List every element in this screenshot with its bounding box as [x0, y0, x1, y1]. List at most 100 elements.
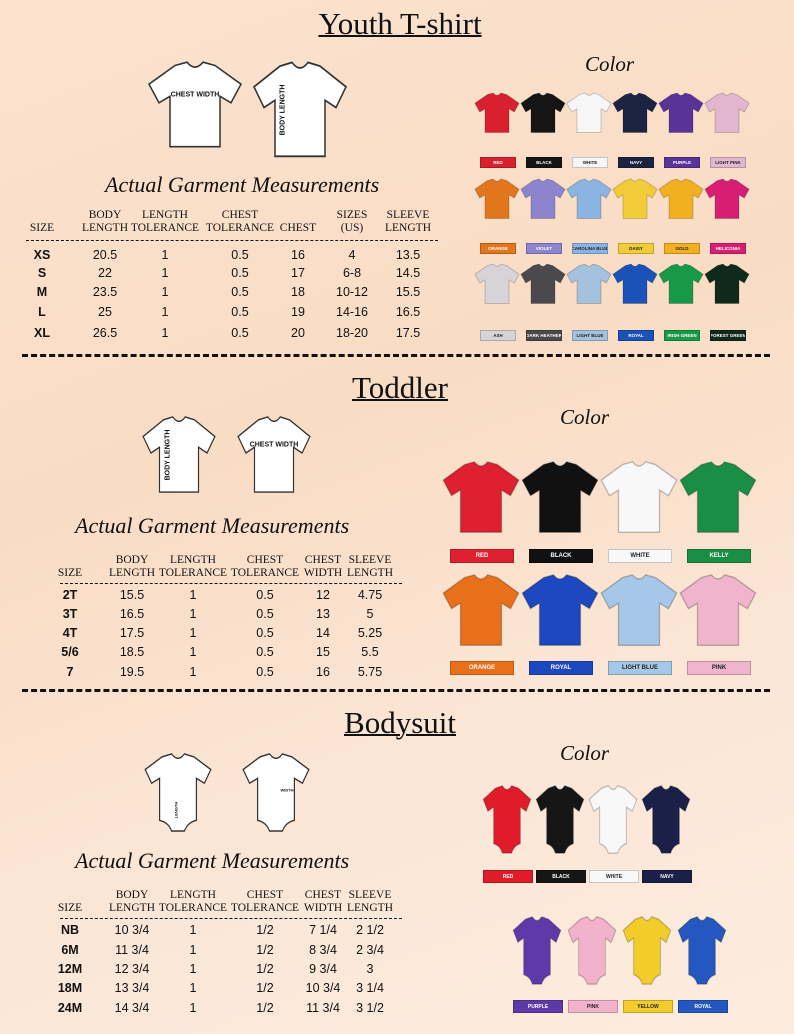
- size-cell: 3T: [62, 607, 78, 621]
- garment-shape: [704, 92, 750, 133]
- table-cell: 11 3/4: [115, 943, 149, 957]
- table-cell: 0.5: [256, 665, 274, 679]
- color-swatch: [679, 461, 757, 533]
- table-cell: 1: [161, 285, 169, 299]
- size-cell: S: [37, 266, 47, 280]
- table-cell: 0.5: [231, 266, 249, 280]
- measurements-heading: Actual Garment Measurements: [75, 848, 350, 873]
- color-swatch: [520, 92, 566, 133]
- table-cell: 15.5: [395, 285, 421, 299]
- size-cell: XS: [33, 248, 51, 262]
- table-cell: 1/2: [256, 1001, 274, 1015]
- color-swatch: [641, 784, 691, 854]
- table-header: BODY LENGTH: [109, 889, 156, 914]
- color-swatch: [600, 461, 678, 533]
- table-cell: 19: [291, 305, 305, 319]
- size-cell: XL: [34, 326, 50, 340]
- color-swatch: [442, 574, 520, 646]
- diagram-garment: [147, 61, 243, 148]
- garment-shape: [252, 61, 348, 158]
- color-swatch: [442, 461, 520, 533]
- color-label: WHITE: [589, 870, 639, 883]
- table-cell: 5.25: [357, 626, 383, 640]
- color-label: RED: [480, 157, 516, 168]
- color-label: FOREST GREEN: [710, 330, 746, 341]
- color-label: PINK: [568, 1000, 618, 1013]
- color-label: ORANGE: [450, 661, 514, 675]
- table-cell: 0.5: [231, 248, 249, 262]
- table-cell: 1: [189, 962, 197, 976]
- color-swatch: [474, 263, 520, 304]
- measurements-heading: Actual Garment Measurements: [105, 172, 380, 197]
- color-label: BLACK: [536, 870, 586, 883]
- table-cell: 14.5: [395, 266, 421, 280]
- size-cell: 5/6: [61, 645, 79, 659]
- color-label: HELICONIA: [710, 243, 746, 254]
- table-cell: 6-8: [342, 266, 362, 280]
- garment-shape: [144, 753, 212, 832]
- color-heading: Color: [585, 52, 635, 76]
- table-cell: 0.5: [256, 588, 274, 602]
- diagram-garment: [144, 753, 212, 832]
- table-header: CHEST TOLERANCE: [205, 209, 275, 234]
- table-cell: 16.5: [395, 305, 421, 319]
- garment-shape: [600, 461, 678, 533]
- garment-shape: [566, 263, 612, 304]
- color-heading: Color: [560, 405, 610, 429]
- color-label: RED: [483, 870, 533, 883]
- table-cell: 22: [98, 266, 112, 280]
- table-cell: 20: [291, 326, 305, 340]
- table-cell: 7 1/4: [309, 923, 337, 937]
- table-cell: 17.5: [395, 326, 421, 340]
- table-cell: 18-20: [336, 326, 368, 340]
- color-label: GOLD: [664, 243, 700, 254]
- color-label: BLACK: [526, 157, 562, 168]
- table-cell: 14 3/4: [114, 1001, 150, 1015]
- diagram-garment: [237, 416, 311, 493]
- table-cell: 1: [161, 266, 169, 280]
- color-swatch: [474, 92, 520, 133]
- table-cell: 15.5: [119, 588, 145, 602]
- garment-shape: [704, 178, 750, 219]
- color-label: ROYAL: [529, 661, 593, 675]
- color-label: ROYAL: [678, 1000, 728, 1013]
- garment-shape: [237, 416, 311, 493]
- table-cell: 5.5: [361, 645, 379, 659]
- garment-shape: [612, 92, 658, 133]
- color-swatch: [566, 178, 612, 219]
- divider: [22, 689, 770, 692]
- table-cell: 14-16: [336, 305, 368, 319]
- garment-shape: [612, 263, 658, 304]
- table-cell: 0.5: [256, 607, 274, 621]
- color-swatch: [704, 92, 750, 133]
- table-cell: 1: [161, 305, 169, 319]
- table-cell: 8 3/4: [309, 943, 337, 957]
- size-cell: 7: [66, 665, 74, 679]
- table-header: CHEST WIDTH: [303, 889, 343, 914]
- table-cell: 2 3/4: [356, 943, 384, 957]
- garment-shape: [512, 915, 562, 985]
- table-header: SLEEVE LENGTH: [347, 554, 394, 579]
- color-swatch: [474, 178, 520, 219]
- diagram-label: CHEST WIDTH: [249, 441, 299, 449]
- garment-shape: [242, 753, 310, 832]
- garment-shape: [520, 178, 566, 219]
- table-cell: 4: [348, 248, 356, 262]
- color-swatch: [658, 263, 704, 304]
- color-swatch: [600, 574, 678, 646]
- table-header: BODY LENGTH: [82, 209, 129, 234]
- table-cell: 20.5: [92, 248, 118, 262]
- size-cell: 2T: [62, 588, 78, 602]
- table-cell: 25: [98, 305, 112, 319]
- table-cell: 5.75: [357, 665, 383, 679]
- color-label: LIGHT PINK: [710, 157, 746, 168]
- size-cell: 4T: [62, 626, 78, 640]
- table-cell: 18: [291, 285, 305, 299]
- color-label: DAISY: [618, 243, 654, 254]
- table-header: CHEST TOLERANCE: [230, 554, 300, 579]
- table-cell: 1: [189, 645, 197, 659]
- diagram-label: LENGTH: [173, 801, 179, 819]
- color-label: PURPLE: [513, 1000, 563, 1013]
- section-title: Bodysuit: [344, 705, 456, 740]
- color-label: PINK: [687, 661, 751, 675]
